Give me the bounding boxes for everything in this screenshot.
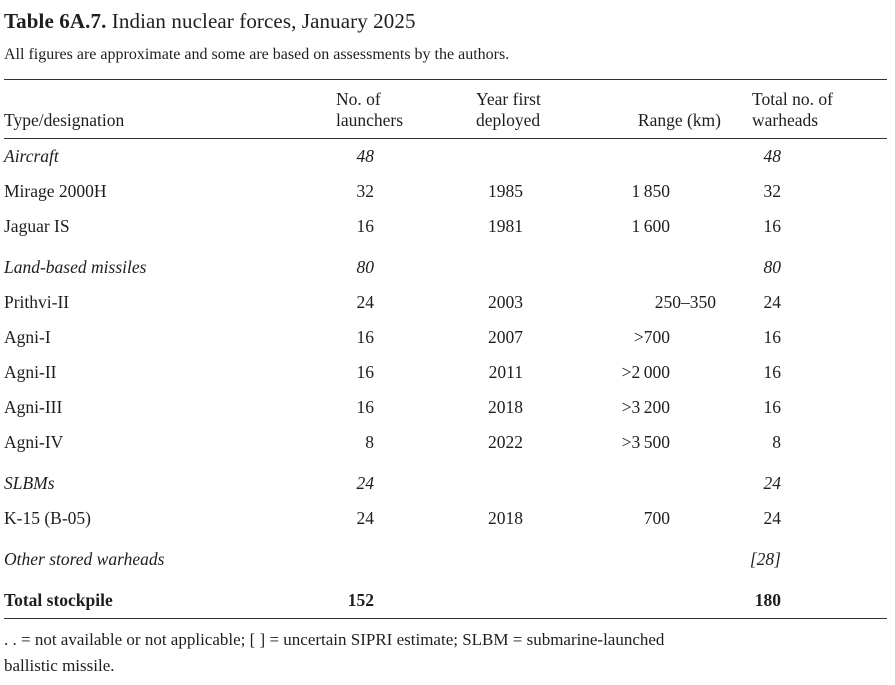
range-cell [609,460,725,501]
launchers-cell: 48 [356,146,375,166]
launchers-cell [336,536,476,577]
type-cell: Total stockpile [4,590,113,610]
launchers-cell: 152 [347,590,374,610]
table-row-other-stored-warheads: Other stored warheads [28] [4,536,887,577]
launchers-cell: 24 [356,292,375,312]
table-subtitle: All figures are approximate and some are… [4,46,510,63]
warheads-cell: 48 [763,146,782,166]
year-cell: 2018 [488,508,523,528]
warheads-cell: 16 [763,327,782,347]
year-cell [476,536,609,577]
table-number: Table 6A.7. [4,9,107,33]
table-row-mirage-2000h: Mirage 2000H 32 1985 1 850 32 [4,174,887,209]
header-row: Type/designation No. of launchers Year f… [4,79,887,139]
year-cell [476,577,609,619]
type-cell: Agni-I [4,327,51,347]
header-year: Year first deployed [476,79,609,139]
range-cell [609,536,725,577]
range-cell: 1 600 [631,216,670,236]
table-row-aircraft: Aircraft 48 48 [4,139,887,175]
year-cell: 2003 [488,292,523,312]
table-row-land-based-missiles: Land-based missiles 80 80 [4,244,887,285]
warheads-cell: [28] [749,549,781,569]
table-row-prithvi-ii: Prithvi-II 24 2003 250–350 24 [4,285,887,320]
table-row-k15-b05: K-15 (B-05) 24 2018 700 24 [4,501,887,536]
year-cell: 2011 [488,362,523,382]
launchers-cell: 24 [356,508,375,528]
warheads-cell: 8 [772,432,781,452]
type-cell: SLBMs [4,473,55,493]
range-cell: 700 [643,508,670,528]
header-launchers-line1: No. of [336,89,381,109]
type-cell: Agni-II [4,362,57,382]
year-cell: 1985 [488,181,523,201]
warheads-cell: 24 [763,473,782,493]
year-cell [476,460,609,501]
launchers-cell: 16 [356,216,375,236]
launchers-cell: 16 [356,397,375,417]
header-launchers: No. of launchers [336,79,476,139]
table-row-slbms: SLBMs 24 24 [4,460,887,501]
year-cell [476,244,609,285]
range-cell [609,244,725,285]
range-cell [609,577,725,619]
header-warheads-line1: Total no. of [752,89,833,109]
warheads-cell: 16 [763,216,782,236]
document-page: Table 6A.7. Indian nuclear forces, Janua… [4,0,891,679]
type-cell: Agni-III [4,397,63,417]
type-cell: Prithvi-II [4,292,70,312]
launchers-cell: 24 [356,473,375,493]
range-cell: 1 850 [631,181,670,201]
warheads-cell: 80 [763,257,782,277]
nuclear-forces-table: Type/designation No. of launchers Year f… [4,79,887,619]
warheads-cell: 180 [754,590,781,610]
warheads-cell: 24 [763,508,782,528]
year-cell: 2007 [488,327,523,347]
header-warheads: Total no. of warheads [725,79,887,139]
table-row-jaguar-is: Jaguar IS 16 1981 1 600 16 [4,209,887,244]
warheads-cell: 16 [763,362,782,382]
type-cell: Land-based missiles [4,257,147,277]
type-cell: Jaguar IS [4,216,70,236]
warheads-cell: 24 [763,292,782,312]
footnote-line-2: ballistic missile. [4,656,115,675]
header-launchers-line2: launchers [336,110,404,130]
range-cell [609,139,725,175]
year-cell: 1981 [488,216,523,236]
type-cell: Agni-IV [4,432,64,452]
range-cell: 250–350 [654,292,716,312]
range-cell: >3 200 [621,397,670,417]
table-row-agni-i: Agni-I 16 2007 >700 16 [4,320,887,355]
header-warheads-line2: warheads [752,110,819,130]
header-type: Type/designation [4,79,336,139]
year-cell [476,139,609,175]
table-row-total-stockpile: Total stockpile 152 180 [4,577,887,619]
footnote-line-1: . . = not available or not applicable; [… [4,630,665,649]
range-cell: >700 [633,327,670,347]
launchers-cell: 8 [365,432,374,452]
table-row-agni-iii: Agni-III 16 2018 >3 200 16 [4,390,887,425]
header-year-line1: Year first [476,89,541,109]
warheads-cell: 16 [763,397,782,417]
table-title-text: Indian nuclear forces, January 2025 [106,9,416,33]
launchers-cell: 16 [356,327,375,347]
launchers-cell: 80 [356,257,375,277]
launchers-cell: 16 [356,362,375,382]
launchers-cell: 32 [356,181,375,201]
type-cell: Aircraft [4,146,59,166]
range-cell: >2 000 [621,362,670,382]
year-cell: 2018 [488,397,523,417]
type-cell: K-15 (B-05) [4,508,91,528]
year-cell: 2022 [488,432,523,452]
header-year-line2: deployed [476,110,541,130]
table-footnote: . . = not available or not applicable; [… [4,627,891,679]
type-cell: Other stored warheads [4,549,165,569]
range-cell: >3 500 [621,432,670,452]
warheads-cell: 32 [763,181,782,201]
table-row-agni-iv: Agni-IV 8 2022 >3 500 8 [4,425,887,460]
table-title: Table 6A.7. Indian nuclear forces, Janua… [4,6,891,36]
table-row-agni-ii: Agni-II 16 2011 >2 000 16 [4,355,887,390]
header-range: Range (km) [609,79,725,139]
type-cell: Mirage 2000H [4,181,107,201]
